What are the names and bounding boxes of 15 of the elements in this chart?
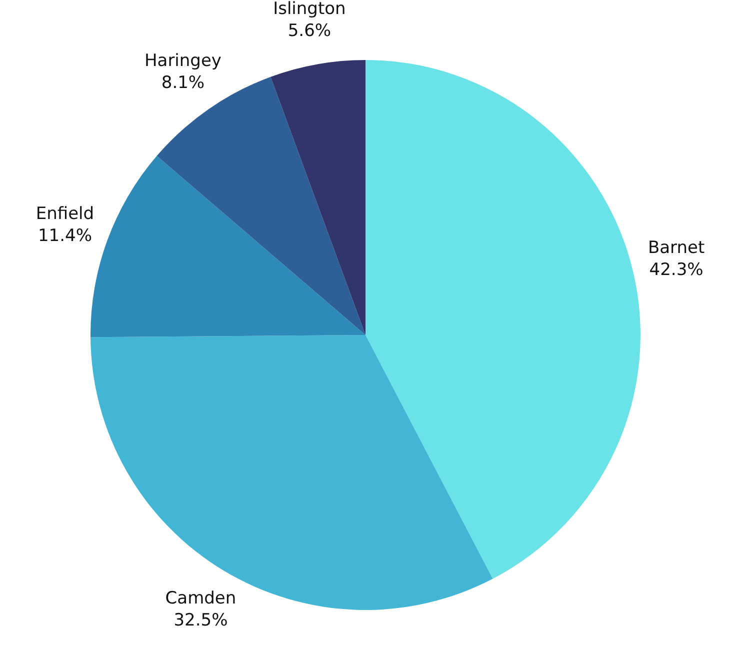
data-label: 32.5%	[174, 610, 228, 630]
slice-label: Enfield	[36, 204, 94, 224]
slice-label: Islington	[273, 0, 346, 19]
data-label: 8.1%	[161, 73, 205, 94]
slice-label: Haringey	[144, 51, 222, 72]
data-label: 42.3%	[649, 260, 704, 280]
pie-slice	[156, 76, 366, 335]
data-label: 5.6%	[288, 20, 332, 41]
pie-slice	[90, 156, 366, 338]
pie-slice	[366, 60, 640, 579]
slice-label: Barnet	[648, 238, 705, 258]
pie-slice	[90, 335, 493, 610]
data-label: 11.4%	[38, 226, 92, 246]
pie-slice	[270, 60, 366, 335]
slice-label: Camden	[165, 588, 236, 608]
